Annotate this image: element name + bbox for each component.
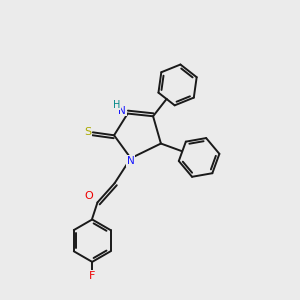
- Text: S: S: [84, 127, 91, 137]
- Text: N: N: [118, 106, 126, 116]
- Text: F: F: [89, 271, 95, 281]
- Text: H: H: [113, 100, 120, 110]
- Text: O: O: [84, 191, 93, 201]
- Text: N: N: [127, 156, 135, 166]
